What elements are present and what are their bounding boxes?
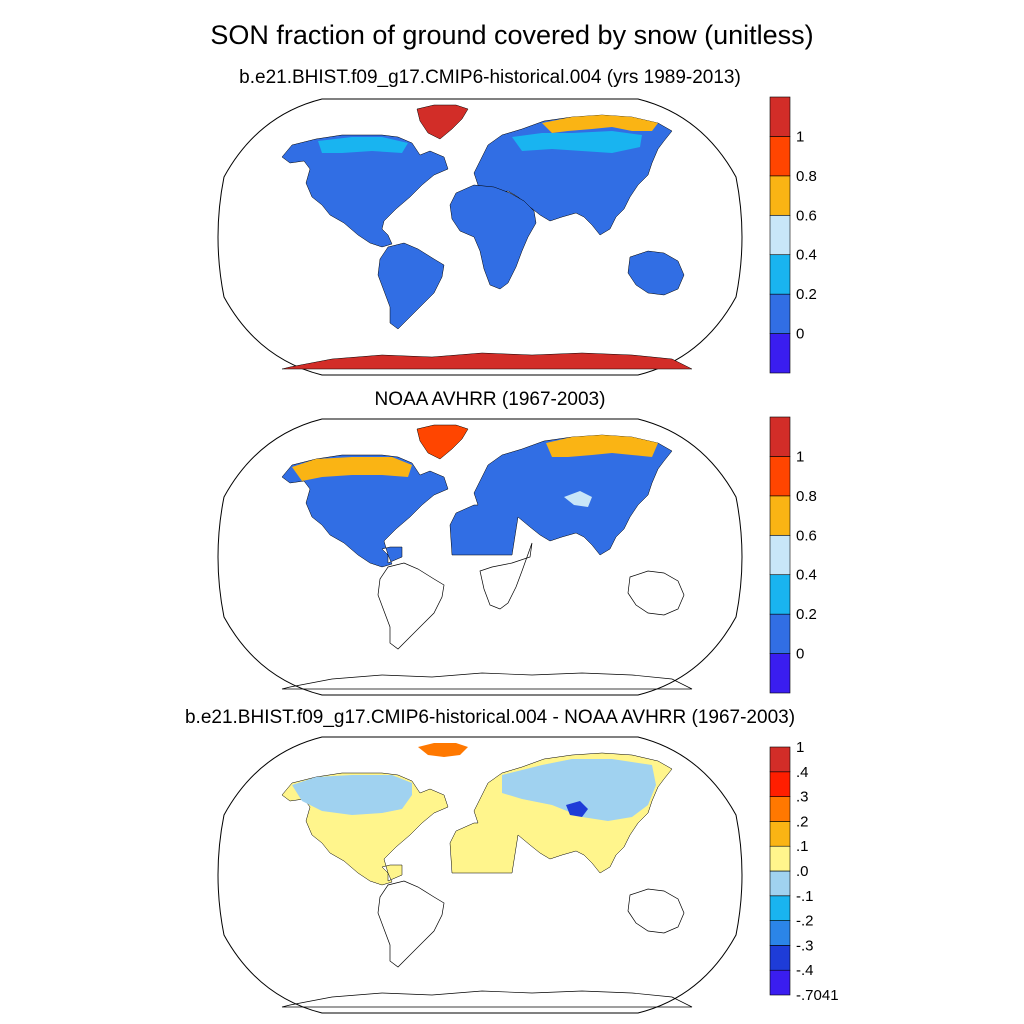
colorbar-segment [769, 416, 791, 457]
colorbar-tick-label: -.4 [796, 962, 814, 979]
colorbar-tick-label: 0.8 [796, 488, 817, 505]
colorbar-tick-label: -.7041 [796, 987, 839, 1004]
canada-region [292, 775, 412, 815]
colorbar-segment [769, 175, 791, 216]
colorbar-tick-label: 0.4 [796, 567, 817, 584]
colorbar-segment [769, 574, 791, 615]
eurasia-region [502, 759, 656, 821]
outline-antarctica [281, 672, 693, 690]
colorbar-segment [769, 746, 791, 773]
land-australia [627, 250, 685, 296]
colorbar-segment [769, 821, 791, 847]
panel-2-title: NOAA AVHRR (1967-2003) [374, 389, 606, 410]
colorbar-diff: -.7041 -.4 -.3 -.2 -.1 .0 .1 .2 .3 .4 1 [769, 739, 839, 1004]
canada-north-region [318, 137, 408, 153]
colorbar-segment [769, 333, 791, 374]
colorbar-tick-label: -.3 [796, 937, 814, 954]
figure-title: SON fraction of ground covered by snow (… [210, 20, 814, 50]
tibet-region [566, 801, 588, 817]
land-southAmerica [377, 242, 445, 330]
colorbar-tick-label: 0.6 [796, 207, 817, 224]
colorbar-segment [769, 136, 791, 177]
map-panel-obs [217, 418, 743, 696]
colorbar-tick-label: 0 [796, 326, 804, 343]
colorbar-tick-label: 1 [796, 448, 804, 465]
land-northAmerica [281, 134, 449, 248]
colorbar-tick-label: 0.4 [796, 247, 817, 264]
colorbar-tick-label: 0.2 [796, 606, 817, 623]
canada-arctic-region [292, 457, 412, 481]
colorbar-segment [769, 495, 791, 536]
colorbar-segment [769, 870, 791, 897]
outline-southAmerica [377, 562, 445, 650]
colorbar-tick-label: 0.6 [796, 527, 817, 544]
colorbar-tick-label: .2 [796, 813, 809, 830]
colorbar-segment [769, 895, 791, 921]
colorbar-segment [769, 945, 791, 971]
map-panel-diff [217, 736, 743, 1014]
colorbar-tick-label: 1 [796, 739, 804, 756]
colorbar-tick-label: .1 [796, 838, 809, 855]
colorbar-model: 0 0.2 0.4 0.6 0.8 1 [769, 96, 817, 374]
outline-southAmerica [377, 880, 445, 968]
colorbar-segment [769, 613, 791, 654]
colorbar-segment [769, 96, 791, 137]
colorbar-tick-label: 0.8 [796, 168, 817, 185]
colorbar-segment [769, 214, 791, 256]
outline-south-africa [479, 542, 533, 610]
outline-australia [627, 888, 685, 934]
colorbar-obs: 0 0.2 0.4 0.6 0.8 1 [769, 416, 817, 694]
colorbar-segment [769, 534, 791, 576]
panel-1-title: b.e21.BHIST.f09_g17.CMIP6-historical.004… [239, 67, 741, 88]
greenland-region [416, 104, 469, 140]
colorbar-segment [769, 845, 791, 872]
siberia-arctic-region [542, 115, 658, 133]
antarctica-region [281, 352, 693, 370]
colorbar-segment [769, 254, 791, 295]
colorbar-segment [769, 293, 791, 334]
colorbar-segment [769, 796, 791, 822]
colorbar-tick-label: .4 [796, 764, 809, 781]
land-africa [449, 184, 537, 290]
land-north-america [281, 454, 449, 568]
colorbar-tick-label: 0.2 [796, 286, 817, 303]
colorbar-segment [769, 653, 791, 694]
colorbar-segment [769, 920, 791, 946]
colorbar-tick-label: 0 [796, 646, 804, 663]
colorbar-tick-label: .3 [796, 789, 809, 806]
colorbar-segment [769, 969, 791, 996]
greenland-edge-region [418, 743, 468, 757]
map-panel-model [217, 98, 743, 376]
colorbar-segment [769, 771, 791, 797]
colorbar-tick-label: -.2 [796, 913, 814, 930]
colorbar-tick-label: -.1 [796, 888, 814, 905]
outline-australia [627, 570, 685, 616]
colorbar-segment [769, 456, 791, 497]
panel-3-title: b.e21.BHIST.f09_g17.CMIP6-historical.004… [184, 707, 796, 728]
colorbar-tick-label: 1 [796, 128, 804, 145]
tibet-region [564, 491, 592, 507]
colorbar-tick-label: .0 [796, 863, 809, 880]
eurasia-north-region [512, 131, 642, 153]
siberia-arctic-region [546, 435, 658, 457]
outline-antarctica [281, 990, 693, 1008]
greenland-region [416, 424, 469, 460]
